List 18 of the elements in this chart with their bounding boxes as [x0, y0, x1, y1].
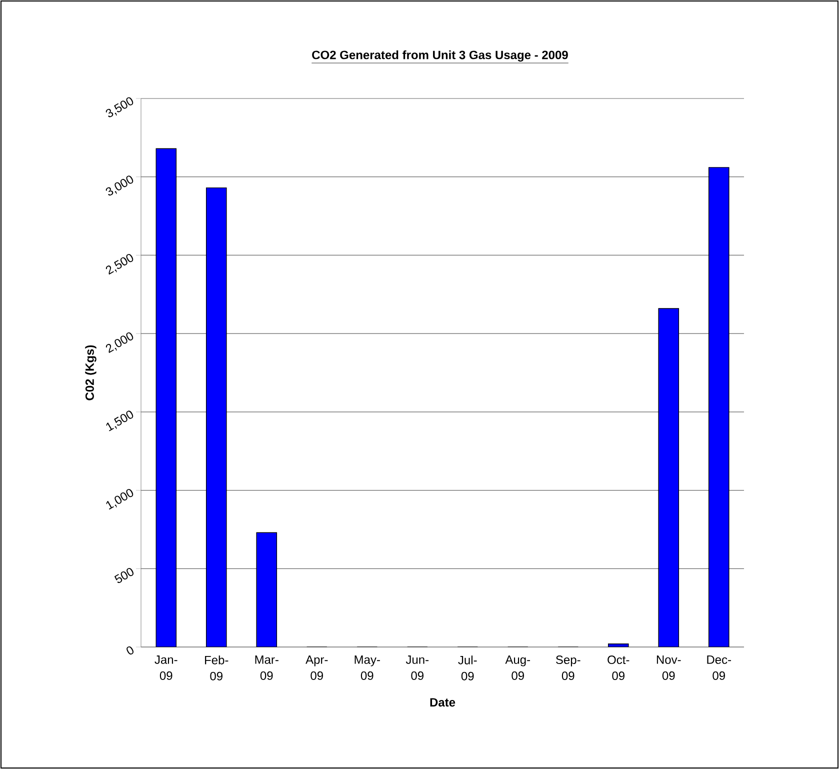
x-tick-label: Dec-09 — [707, 656, 732, 680]
y-tick-label: 0 — [126, 646, 134, 655]
x-tick-label: Jun-09 — [406, 656, 429, 680]
x-tick-label: Jul-09 — [458, 656, 477, 680]
x-tick-label: Jan-09 — [154, 656, 178, 680]
x-tick-label: Sep-09 — [556, 656, 580, 680]
y-tick-label: 500 — [114, 568, 134, 583]
x-tick-label: May-09 — [354, 656, 380, 680]
x-tick-label: Apr-09 — [306, 656, 328, 680]
x-tick-label: Feb-09 — [205, 656, 228, 680]
y-axis-title: C02 (Kgs) — [85, 345, 96, 400]
x-tick-label: Oct-09 — [608, 656, 630, 680]
x-tick-label: Nov-09 — [656, 656, 681, 680]
chart-title: CO2 Generated from Unit 3 Gas Usage - 2009 — [312, 50, 568, 62]
y-tick-label: 3,000 — [106, 176, 134, 196]
x-tick-label: Mar-09 — [255, 656, 278, 680]
x-axis-title: Date — [430, 698, 456, 707]
x-tick-label: Aug-09 — [505, 656, 530, 680]
